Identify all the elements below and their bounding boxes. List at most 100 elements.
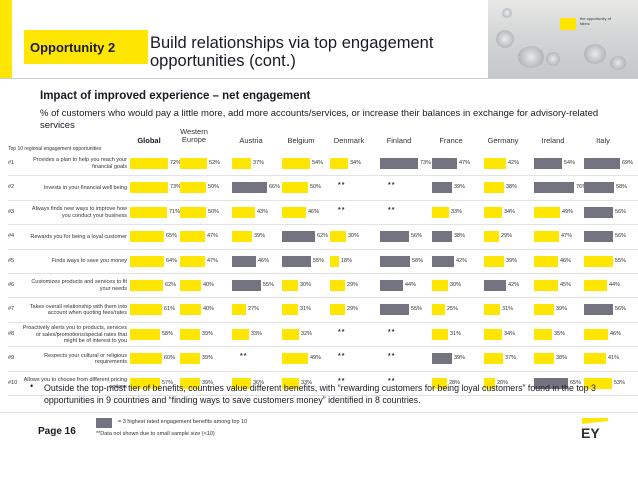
value-label: 28%	[449, 379, 461, 386]
table-cell: 33%	[282, 372, 329, 396]
row-rank: #8	[8, 330, 15, 337]
table-cell: **	[330, 323, 377, 347]
value-label: 34%	[504, 208, 516, 215]
value-label: 47%	[207, 233, 219, 240]
value-bar	[282, 377, 299, 389]
table-row: #5 Finds ways to save you money 64% 47% 46% 5…	[0, 250, 638, 274]
value-bar	[380, 304, 409, 316]
value-bar	[330, 231, 346, 243]
row-label: Invests in your financial well being	[43, 185, 127, 192]
table-cell: 65%	[534, 372, 581, 396]
value-label: 66%	[269, 184, 281, 191]
table-cell: 46%	[534, 250, 581, 274]
value-bar	[584, 377, 612, 389]
row-separator	[8, 321, 638, 323]
table-cell: 39%	[232, 225, 279, 249]
ey-logo-icon: EY	[581, 418, 608, 440]
value-bar	[330, 304, 345, 316]
value-bar	[330, 158, 348, 169]
table-cell: 39%	[534, 298, 581, 322]
value-label: 27%	[248, 306, 260, 313]
value-bar	[180, 206, 206, 218]
value-bar	[232, 158, 251, 169]
table-cell: 40%	[180, 298, 227, 322]
na-marker: **	[240, 353, 248, 361]
row-rank: #2	[8, 184, 15, 191]
table-row: #10 Allows you to choose from different p…	[0, 372, 638, 396]
column-header: Germany	[487, 136, 519, 145]
value-bar	[180, 328, 200, 340]
value-bar	[232, 377, 251, 389]
value-bar	[432, 377, 447, 389]
value-bar	[534, 280, 558, 291]
value-label: 35%	[554, 330, 566, 337]
value-label: 40%	[203, 306, 215, 313]
row-label: Customizes products and services to fit …	[31, 279, 127, 292]
table-cell: 47%	[180, 225, 227, 249]
table-cell: 47%	[534, 225, 581, 249]
value-bar	[380, 231, 409, 243]
value-bar	[180, 255, 205, 267]
value-label: 44%	[405, 282, 417, 288]
value-label: 38%	[454, 233, 466, 240]
table-cell: **	[380, 176, 427, 200]
table-cell: 39%	[432, 347, 479, 371]
value-bar	[432, 182, 452, 194]
value-label: 55%	[263, 282, 275, 288]
column-header: Finland	[386, 136, 412, 145]
table-row: #9 Respects your cultural or religious re…	[0, 347, 638, 371]
table-cell: 38%	[484, 176, 531, 200]
table-cell: **	[380, 201, 427, 225]
table-cell: 72%	[130, 152, 181, 176]
table-cell: 50%	[282, 176, 329, 200]
value-label: 30%	[300, 282, 312, 288]
value-label: 58%	[616, 184, 628, 191]
logo-mark-icon	[560, 18, 576, 30]
table-cell: 30%	[330, 225, 377, 249]
value-label: 42%	[456, 257, 468, 264]
value-label: 39%	[556, 306, 568, 313]
table-cell: 52%	[180, 152, 227, 176]
table-cell: 18%	[330, 250, 377, 274]
value-label: 42%	[508, 160, 520, 166]
na-marker: **	[388, 206, 396, 214]
value-label: 37%	[505, 355, 517, 362]
value-bar	[534, 182, 574, 194]
row-rank: #6	[8, 282, 15, 288]
value-label: 57%	[162, 379, 174, 386]
value-bar	[180, 158, 207, 169]
value-label: 47%	[459, 160, 471, 166]
value-bar	[130, 255, 164, 267]
table-cell: 64%	[130, 250, 177, 274]
table-cell: 42%	[484, 274, 531, 298]
page-title: Build relationships via top engagement o…	[150, 34, 434, 70]
table-cell: 32%	[282, 323, 329, 347]
value-label: 65%	[166, 233, 178, 240]
value-bar	[282, 206, 306, 218]
value-label: 29%	[501, 233, 513, 240]
value-bar	[534, 158, 562, 169]
footnote: **Data not shown due to small sample siz…	[96, 431, 215, 437]
value-bar	[484, 255, 504, 267]
table-cell: 47%	[432, 152, 479, 176]
table-cell: 62%	[130, 274, 177, 298]
value-bar	[282, 353, 308, 365]
table-cell: 58%	[584, 176, 631, 200]
table-cell: 56%	[584, 201, 631, 225]
value-label: 44%	[609, 282, 621, 288]
value-bar	[232, 206, 255, 218]
table-cell: 31%	[282, 298, 329, 322]
value-bar	[584, 182, 614, 194]
value-label: 31%	[300, 306, 312, 313]
value-label: 47%	[561, 233, 573, 240]
table-cell: 58%	[130, 323, 177, 347]
table-cell: 37%	[484, 347, 531, 371]
table-cell: 76%	[534, 176, 587, 200]
value-label: 39%	[506, 257, 518, 264]
table-cell: 44%	[380, 274, 427, 298]
value-label: 33%	[451, 208, 463, 215]
row-separator	[8, 297, 638, 299]
value-bar	[180, 231, 205, 243]
table-cell: 39%	[180, 372, 227, 396]
value-label: 73%	[170, 184, 182, 191]
